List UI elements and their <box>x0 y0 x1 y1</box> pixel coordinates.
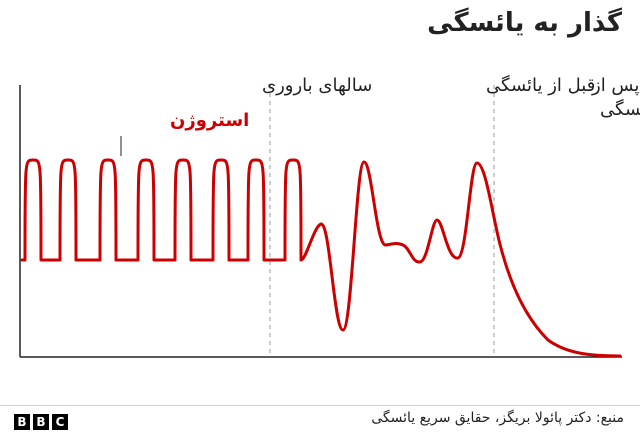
phase-label-perimenopause: قبل از یائسگی <box>486 74 595 96</box>
footer-divider <box>0 405 640 406</box>
chart-title: گذار به یائسگی <box>427 8 622 38</box>
series-label-estrogen: استروژن <box>170 110 249 131</box>
bbc-logo-letter: C <box>52 414 68 430</box>
phase-label-postmenopause-line2: یائسگی <box>600 98 640 120</box>
bbc-logo-letter: B <box>33 414 49 430</box>
bbc-logo-letter: B <box>14 414 30 430</box>
phase-label-reproductive: سالهای باروری <box>262 75 372 96</box>
source-note: منبع: دکتر پائولا بریگز، حقایق سریع یائس… <box>371 410 624 426</box>
estrogen-line <box>20 158 622 358</box>
bbc-logo: B B C <box>14 414 68 430</box>
phase-label-postmenopause-line1: پس از <box>591 75 639 96</box>
